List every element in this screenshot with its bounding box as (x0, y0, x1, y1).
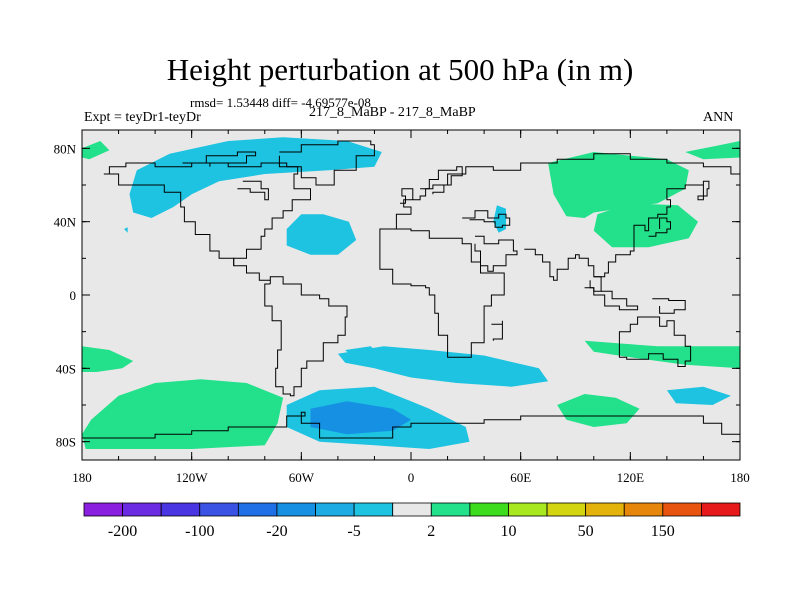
axis-ticks: 180 120W 60W 0 60E 120E 180 80N 40N 0 40S 80S (54, 130, 750, 485)
x-tick-label: 0 (408, 470, 415, 485)
x-tick-label: 120W (176, 470, 209, 485)
x-tick-label: 120E (617, 470, 645, 485)
colorbar-box (122, 502, 162, 517)
colorbar-label: -20 (266, 523, 287, 540)
colorbar-box (585, 502, 625, 517)
coastlines (82, 140, 741, 439)
coastline-baltic-scandinavia (420, 166, 463, 195)
region-north-atlantic-negative (286, 214, 357, 255)
colorbar-box (662, 502, 702, 517)
x-tick-label: 180 (730, 470, 750, 485)
coastline-greenland-coast (278, 140, 375, 186)
colorbar-box (430, 502, 471, 517)
x-tick-label: 60W (289, 470, 315, 485)
y-tick-label: 80N (54, 141, 77, 156)
coastline-new-guinea (652, 298, 686, 314)
x-tick-label: 180 (72, 470, 92, 485)
colorbar-box (353, 502, 394, 517)
colorbar-label: 50 (578, 523, 594, 540)
colorbar-box (160, 502, 201, 517)
colorbar-label: -5 (347, 523, 360, 540)
region-siberia-positive (548, 152, 689, 218)
coastline-north-america-coast (103, 162, 311, 284)
coastline-australia-coast (618, 316, 692, 367)
experiment-label: Expt = teyDr1-teyDr (84, 110, 201, 125)
colorbar-box (83, 502, 123, 517)
colorbar-label: 150 (651, 523, 675, 540)
region-south-pacific-positive (82, 379, 284, 449)
region-southern-ocean-core (310, 401, 411, 435)
colorbar-label: -200 (108, 523, 137, 540)
region-pacific-positive-west (82, 346, 134, 372)
coastline-japan (648, 217, 671, 237)
colorbar: -200 -100 -20 -5 2 10 50 150 (83, 502, 741, 540)
colorbar-label: 10 (501, 523, 517, 540)
colorbar-box (469, 502, 509, 517)
coastline-arctic-islands (182, 151, 257, 167)
coastline-east-asia-coast (593, 180, 710, 278)
stats-text: rmsd= 1.53448 diff= -4.69577e-08 (190, 95, 371, 110)
region-china-positive (593, 203, 698, 248)
region-greenland-positive (82, 141, 110, 160)
region-small-negative-dot (124, 227, 128, 233)
chart-title: Height perturbation at 500 hPa (in m) (166, 52, 634, 87)
region-north-pole-east-positive (685, 141, 740, 160)
colorbar-label: 2 (427, 523, 435, 540)
coastline-antarctica-coast (82, 411, 741, 439)
y-tick-label: 40S (56, 361, 76, 376)
region-north-pacific-negative (129, 137, 382, 218)
coastline-hudson-bay (237, 180, 269, 201)
x-tick-label: 60E (510, 470, 531, 485)
coastline-north-america-west (103, 173, 235, 266)
y-tick-label: 40N (54, 215, 77, 230)
region-indian-ocean-positive (584, 340, 740, 369)
colorbar-box (276, 502, 316, 517)
colorbar-box (623, 502, 664, 517)
colorbar-box (508, 502, 548, 517)
coastline-indonesia (584, 287, 639, 311)
region-south-indian-positive (557, 394, 640, 427)
colorbar-box (392, 502, 432, 517)
region-south-america-small-negative (345, 346, 375, 356)
coastline-madagascar (491, 320, 503, 341)
coastline-arabia-india-coast (474, 235, 518, 272)
coastline-africa-coast (379, 228, 505, 358)
y-tick-label: 80S (56, 435, 76, 450)
colorbar-box (701, 502, 741, 517)
coastline-india-coast (524, 248, 602, 292)
case-label: 217_8_MaBP - 217_8_MaBP (309, 105, 476, 120)
colorbar-box (315, 502, 355, 517)
colorbar-label: -100 (185, 523, 214, 540)
contour-regions (82, 137, 740, 449)
coastline-caspian-black-sea (462, 210, 511, 228)
region-south-atlantic-negative (337, 346, 549, 387)
coastline-south-america-coast (264, 276, 348, 397)
colorbar-box (546, 502, 587, 517)
y-tick-label: 0 (70, 288, 77, 303)
coastline-british-isles (400, 188, 414, 204)
season-label: ANN (703, 110, 734, 125)
region-south-pacific-east-negative (666, 386, 731, 405)
colorbar-box (237, 502, 278, 517)
colorbar-box (199, 502, 239, 517)
